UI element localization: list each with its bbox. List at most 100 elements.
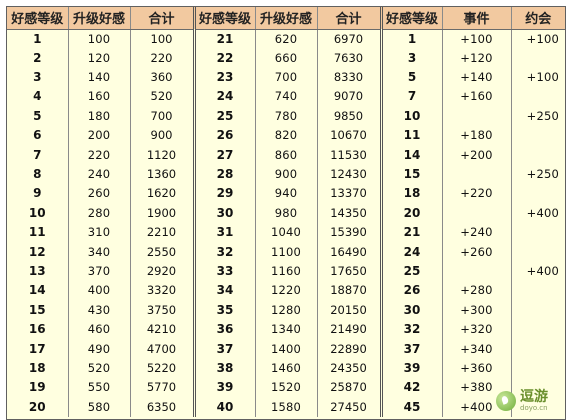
cell-date-bonus: +100 [526, 31, 559, 46]
cell-upgrade-points: 780 [255, 106, 318, 127]
cell-level: 31 [194, 223, 256, 243]
cell-event-bonus: +140 [442, 67, 512, 88]
cell-level: 32 [381, 319, 443, 340]
cell-level: 2 [7, 48, 69, 68]
table-row: 12 340 2550 32 1100 16490 24 +260 [7, 242, 565, 262]
cell-upgrade-points: 1220 [255, 281, 318, 301]
cell-event-bonus [442, 164, 512, 185]
cell-upgrade-points: 820 [255, 126, 318, 146]
cell-total: 9070 [317, 87, 383, 107]
cell-level: 15 [7, 300, 69, 320]
cell-event-bonus: +180 [442, 126, 512, 146]
cell-level: 13 [7, 261, 69, 282]
cell-upgrade-points: 430 [68, 300, 131, 320]
cell-level: 42 [381, 378, 443, 398]
cell-date-bonus [511, 242, 565, 261]
doyo-logo-icon [496, 391, 516, 411]
table-row: 11 310 2210 31 1040 15390 21 +240 [7, 223, 565, 243]
cell-level: 4 [7, 87, 69, 107]
table-row: 2 120 220 22 660 7630 3 +120 [7, 48, 565, 68]
header-level: 好感等级 [194, 7, 256, 30]
cell-level: 7 [381, 87, 443, 107]
cell-upgrade-points: 520 [68, 358, 131, 379]
cell-level: 20 [7, 397, 69, 417]
cell-total: 11530 [317, 145, 383, 165]
cell-level: 28 [194, 164, 256, 185]
cell-upgrade-points: 490 [68, 339, 131, 359]
header-total: 合计 [130, 7, 196, 30]
cell-event-bonus: +100 [442, 29, 512, 49]
cell-total: 4700 [130, 339, 196, 359]
cell-total: 18870 [317, 281, 383, 301]
cell-event-bonus: +200 [442, 145, 512, 165]
cell-level: 12 [7, 242, 69, 262]
cell-upgrade-points: 460 [68, 319, 131, 340]
cell-event-bonus: +320 [442, 319, 512, 340]
cell-level: 10 [7, 203, 69, 224]
table-row: 17 490 4700 37 1400 22890 37 +340 [7, 339, 565, 359]
table-row: 7 220 1120 27 860 11530 14 +200 [7, 145, 565, 165]
cell-event-bonus: +120 [442, 48, 512, 68]
cell-total: 5770 [130, 378, 196, 398]
cell-level: 45 [381, 397, 443, 417]
cell-level: 39 [381, 358, 443, 379]
cell-date-bonus: +400 [526, 205, 559, 220]
cell-date-bonus: +400 [526, 263, 559, 278]
cell-date-bonus [511, 184, 565, 203]
cell-event-bonus: +240 [442, 223, 512, 243]
table-row: 15 430 3750 35 1280 20150 30 +300 [7, 300, 565, 320]
cell-upgrade-points: 120 [68, 48, 131, 68]
cell-upgrade-points: 1100 [255, 242, 318, 262]
cell-total: 7630 [317, 48, 383, 68]
cell-upgrade-points: 860 [255, 145, 318, 165]
cell-date-bonus: +100 [526, 70, 559, 85]
cell-date-bonus [511, 301, 565, 320]
cell-level: 39 [194, 378, 256, 398]
cell-level: 26 [194, 126, 256, 146]
cell-upgrade-points: 100 [68, 29, 131, 49]
cell-total: 21490 [317, 319, 383, 340]
cell-upgrade-points: 160 [68, 87, 131, 107]
cell-total: 1900 [130, 203, 196, 224]
cell-level: 29 [194, 184, 256, 204]
cell-level: 16 [7, 319, 69, 340]
cell-upgrade-points: 550 [68, 378, 131, 398]
cell-event-bonus [442, 261, 512, 282]
table-row: 5 180 700 25 780 9850 10 +250 [7, 106, 565, 127]
cell-event-bonus: +160 [442, 87, 512, 107]
cell-upgrade-points: 310 [68, 223, 131, 243]
cell-level: 7 [7, 145, 69, 165]
cell-level: 9 [7, 184, 69, 204]
cell-level: 11 [381, 126, 443, 146]
table-row: 4 160 520 24 740 9070 7 +160 [7, 87, 565, 107]
cell-upgrade-points: 1400 [255, 339, 318, 359]
cell-date-bonus [511, 49, 565, 68]
cell-date-bonus [511, 339, 565, 358]
table-row: 18 520 5220 38 1460 24350 39 +360 [7, 358, 565, 379]
cell-total: 100 [130, 29, 196, 49]
cell-upgrade-points: 240 [68, 164, 131, 185]
header-level: 好感等级 [381, 7, 443, 30]
cell-upgrade-points: 340 [68, 242, 131, 262]
table-row: 6 200 900 26 820 10670 11 +180 [7, 126, 565, 146]
table-row: 14 400 3320 34 1220 18870 26 +280 [7, 281, 565, 301]
cell-upgrade-points: 1460 [255, 358, 318, 379]
cell-level: 30 [194, 203, 256, 224]
header-upgrade-points: 升级好感 [255, 7, 318, 30]
cell-level: 26 [381, 281, 443, 301]
cell-upgrade-points: 200 [68, 126, 131, 146]
cell-date-bonus [511, 145, 565, 164]
header-date: 约会 [511, 7, 565, 30]
cell-date-bonus [511, 359, 565, 378]
cell-level: 3 [381, 48, 443, 68]
cell-level: 25 [194, 106, 256, 127]
cell-level: 36 [194, 319, 256, 340]
cell-level: 8 [7, 164, 69, 185]
cell-upgrade-points: 980 [255, 203, 318, 224]
cell-upgrade-points: 180 [68, 106, 131, 127]
cell-total: 12430 [317, 164, 383, 185]
table-row: 3 140 360 23 700 8330 5 +140 +100 [7, 67, 565, 88]
cell-upgrade-points: 620 [255, 29, 318, 49]
table-row: 8 240 1360 28 900 12430 15 +250 [7, 164, 565, 185]
cell-total: 2210 [130, 223, 196, 243]
